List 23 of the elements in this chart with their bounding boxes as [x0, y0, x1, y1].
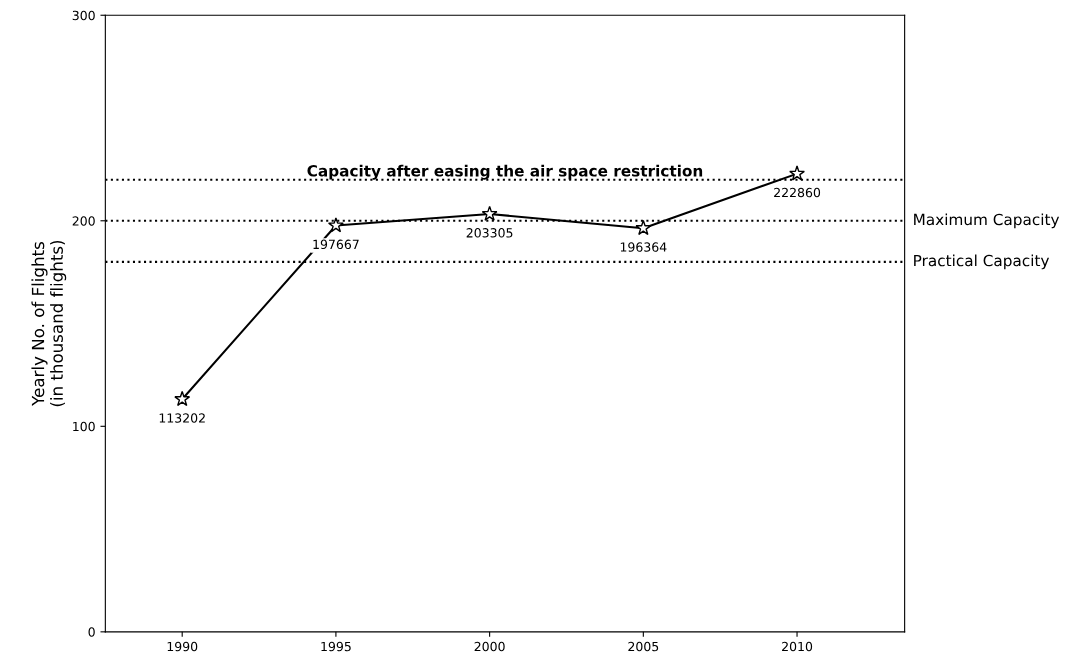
- y-tick-label: 0: [88, 627, 95, 637]
- y-tick-label: 100: [73, 421, 95, 432]
- text: 197667: [313, 239, 359, 250]
- x-tick-label: 2005: [628, 641, 659, 652]
- text: 203305: [466, 228, 513, 238]
- point: [327, 217, 344, 233]
- text: 113202: [159, 413, 205, 423]
- y-axis-title: Yearly No. of Flights (in thousand flights): [31, 240, 67, 407]
- text: 196364: [620, 242, 667, 252]
- point: [481, 205, 498, 221]
- x-tick-label: 1995: [321, 641, 351, 652]
- ref-line-label: Practical Capacity: [914, 254, 1050, 270]
- text: 222860: [774, 187, 821, 198]
- point: [635, 219, 652, 236]
- ref-line-label: Capacity after easing the air space restriction: [307, 164, 703, 180]
- y-tick-label: 300: [72, 10, 95, 21]
- ref-line-label: Maximum Capacity: [914, 213, 1060, 229]
- x-tick-label: 2000: [474, 641, 505, 652]
- y-tick-label: 200: [72, 216, 95, 226]
- x-tick-label: 2010: [782, 641, 813, 652]
- x-tick-label: 1990: [167, 641, 198, 652]
- point: [174, 390, 191, 407]
- point: [789, 165, 806, 181]
